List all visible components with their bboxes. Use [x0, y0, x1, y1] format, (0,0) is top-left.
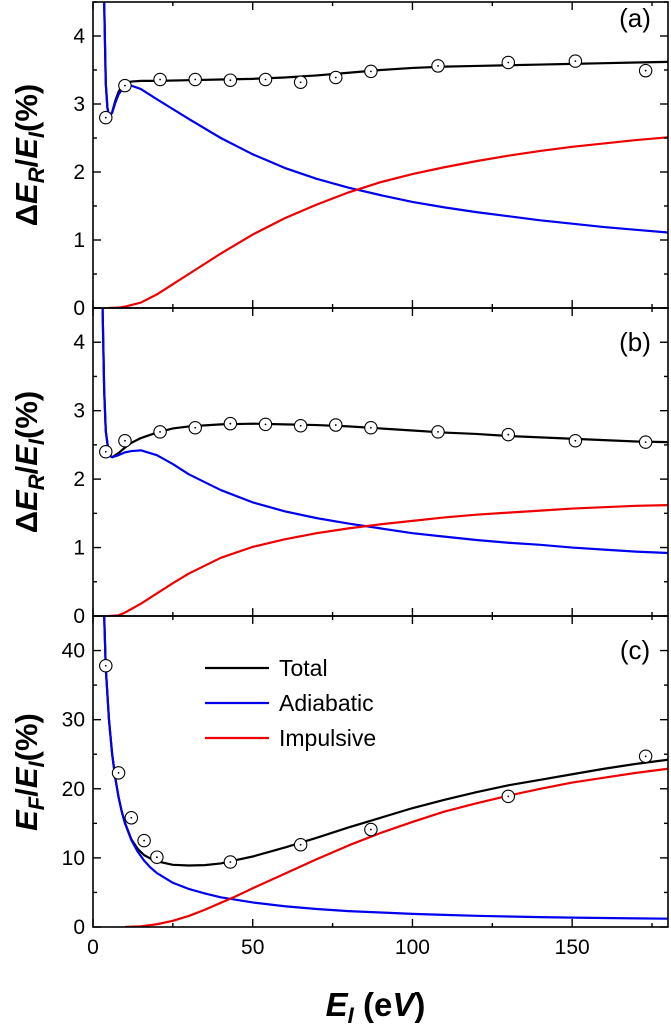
y-axis-label: ΔER/EI(%): [9, 391, 49, 534]
x-tick-label: 150: [555, 936, 590, 959]
y-tick-label: 10: [62, 847, 85, 870]
panel-label: (b): [619, 327, 651, 357]
data-point-marker-center: [155, 856, 158, 859]
series-total-line: [103, 2, 668, 118]
y-tick-label: 1: [73, 537, 85, 560]
data-point-marker-center: [124, 84, 126, 87]
panel-1-frame: [92, 1, 669, 309]
legend-label-total: Total: [279, 655, 328, 681]
text-layer: 0 1 2 3 4 (a) ΔER/EI(%) 0 1 2 3 4 (b) ΔER/EI(%) 0 10 20 3…: [9, 3, 651, 1028]
curves-layer: [99, 2, 668, 927]
data-point-marker-center: [507, 61, 510, 64]
data-point-marker-center: [229, 861, 232, 863]
y-tick-label: 1: [73, 229, 85, 252]
series-adiabatic-line: [101, 308, 668, 555]
series-impulsive-line: [108, 504, 668, 616]
y-tick-label: 0: [73, 916, 85, 939]
panel-3-curves: [103, 616, 668, 927]
data-point-marker-center: [507, 433, 510, 436]
x-tick-label: 100: [395, 936, 430, 959]
panel-2-curves: [101, 308, 668, 616]
series-total-line: [101, 308, 668, 459]
data-point-marker-center: [370, 828, 372, 831]
panel-label: (c): [620, 635, 650, 665]
panel-2-frame: [92, 307, 669, 617]
data-point-marker-center: [159, 78, 161, 81]
y-tick-label: 4: [73, 331, 85, 354]
data-point-marker-center: [194, 426, 197, 429]
x-tick-label: 50: [241, 936, 264, 959]
data-point-marker-center: [437, 65, 439, 67]
data-point-marker-center: [370, 70, 372, 73]
series-total-line: [103, 616, 668, 867]
panel-3-frame: [92, 615, 669, 928]
y-tick-label: 0: [73, 297, 85, 320]
x-axis-label: EI (eV): [326, 986, 426, 1028]
y-tick-label: 3: [73, 400, 85, 423]
data-point-marker-center: [264, 78, 267, 81]
data-point-marker-center: [299, 843, 302, 846]
y-tick-label: 30: [62, 709, 85, 732]
data-point-marker-center: [574, 439, 577, 442]
panel-3-markers: [99, 659, 653, 869]
panel-2-markers: [99, 416, 653, 459]
data-point-marker-center: [104, 116, 107, 119]
ticks-layer: [92, 1, 668, 928]
y-tick-label: 2: [73, 468, 85, 491]
series-adiabatic-line: [103, 616, 668, 920]
frames-layer: [92, 1, 669, 928]
data-point-marker-center: [143, 839, 146, 842]
data-point-marker-center: [644, 755, 647, 758]
data-point-marker-center: [299, 81, 302, 84]
panel-label: (a): [619, 3, 651, 33]
data-point-marker-center: [644, 69, 647, 72]
data-point-marker-center: [229, 422, 232, 425]
y-tick-label: 40: [62, 640, 85, 663]
data-point-marker-center: [104, 664, 107, 667]
y-tick-label: 3: [73, 93, 85, 116]
data-point-marker-center: [130, 816, 133, 819]
data-point-marker-center: [124, 439, 126, 442]
y-tick-label: 4: [73, 25, 85, 48]
data-point-marker-center: [644, 441, 647, 444]
series-impulsive-line: [108, 136, 668, 308]
data-point-marker-center: [437, 430, 439, 433]
series-adiabatic-line: [103, 2, 668, 234]
data-point-marker-center: [334, 424, 337, 426]
data-point-marker-center: [299, 424, 302, 427]
data-point-marker-center: [574, 60, 577, 63]
panel-1-curves: [103, 2, 668, 308]
data-point-marker-center: [159, 430, 161, 433]
x-tick-label: 0: [87, 936, 99, 959]
data-point-marker-center: [229, 79, 232, 82]
data-point-marker-center: [194, 78, 197, 81]
y-tick-label: 2: [73, 161, 85, 184]
series-impulsive-line: [124, 767, 668, 927]
data-point-marker-center: [264, 423, 267, 426]
data-point-marker-center: [370, 426, 372, 429]
y-tick-label: 0: [73, 605, 85, 628]
y-tick-label: 20: [62, 778, 85, 801]
legend-layer: Total Adiabatic Impulsive: [205, 655, 376, 751]
legend-label-impulsive: Impulsive: [279, 725, 376, 751]
y-axis-label: ΔER/EI(%): [9, 84, 49, 227]
data-point-marker-center: [334, 76, 337, 79]
data-point-marker-center: [117, 771, 120, 774]
legend-label-adiabatic: Adiabatic: [279, 690, 374, 716]
data-point-marker-center: [507, 795, 510, 798]
data-point-marker-center: [104, 450, 107, 453]
y-axis-label: EF/EI(%): [9, 713, 49, 831]
panel-1-markers: [99, 54, 653, 125]
